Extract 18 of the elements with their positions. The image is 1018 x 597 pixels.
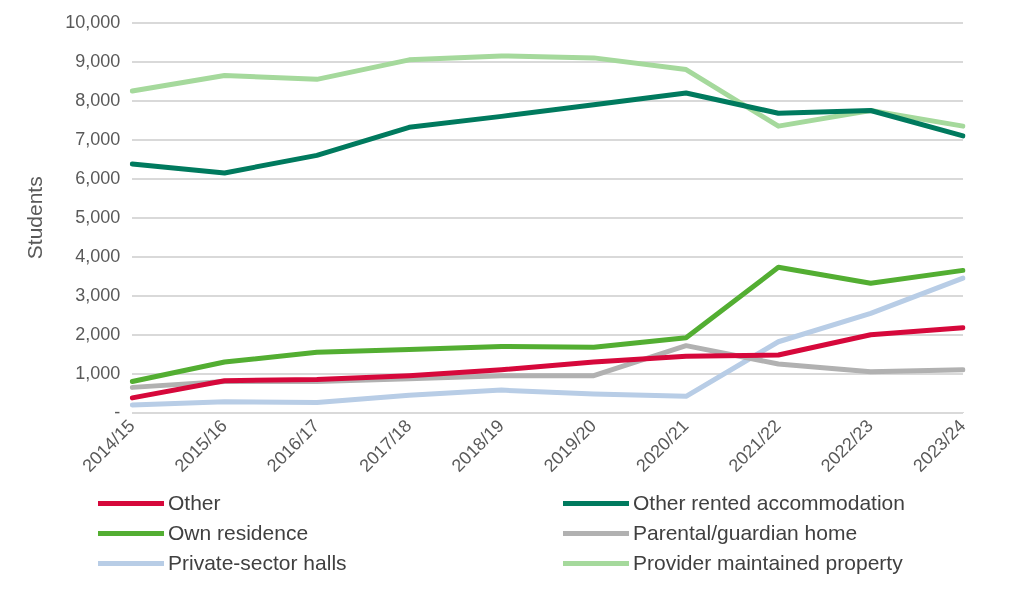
y-tick-label: 2,000 (75, 323, 121, 344)
y-tick-label: 6,000 (75, 167, 121, 188)
legend-label: Own residence (168, 521, 309, 545)
y-axis-title: Students (23, 176, 47, 260)
legend-label: Other rented accommodation (633, 491, 905, 515)
y-tick-label: 5,000 (75, 206, 121, 227)
y-tick-label: - (114, 401, 121, 422)
y-tick-label: 4,000 (75, 245, 121, 266)
legend-label: Private-sector halls (168, 551, 347, 575)
y-tick-label: 1,000 (75, 362, 121, 383)
legend-label: Other (168, 491, 221, 515)
y-tick-label: 9,000 (75, 50, 121, 71)
y-tick-label: 10,000 (65, 11, 121, 32)
y-tick-label: 3,000 (75, 284, 121, 305)
y-tick-label: 7,000 (75, 128, 121, 149)
legend-label: Parental/guardian home (633, 521, 858, 545)
y-tick-label: 8,000 (75, 89, 121, 110)
legend-label: Provider maintained property (633, 551, 903, 575)
